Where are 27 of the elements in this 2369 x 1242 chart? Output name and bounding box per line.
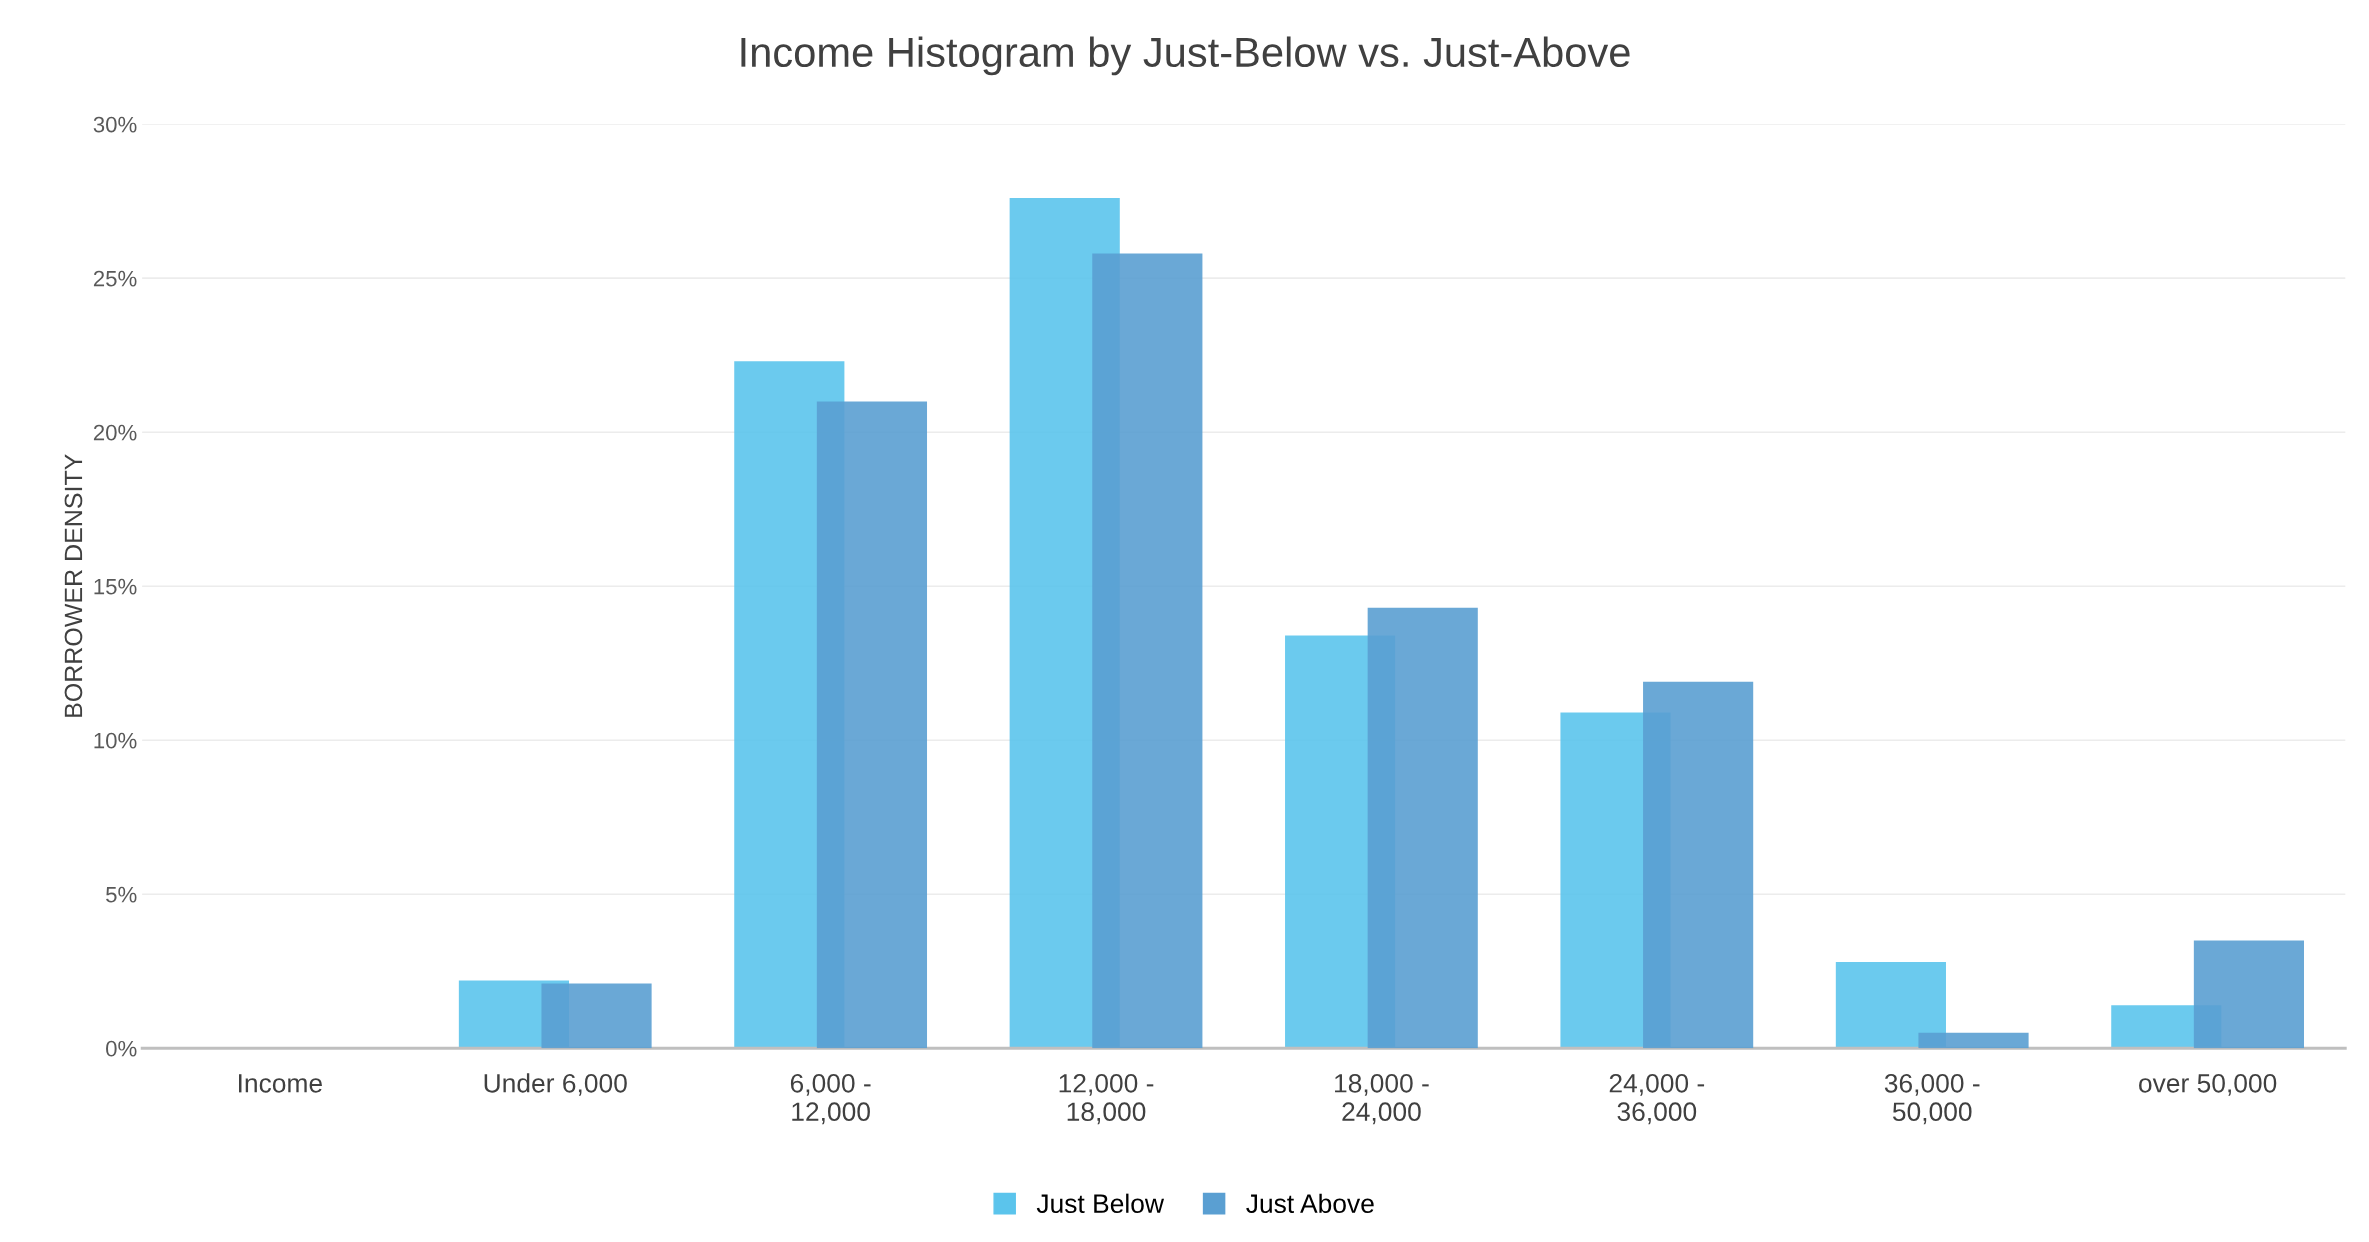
y-tick-label: 15% [94, 578, 137, 595]
bar [541, 983, 652, 1049]
bar [1918, 1032, 2029, 1049]
bar [1367, 607, 1478, 1049]
chart-title: Income Histogram by Just-Below vs. Just-Above [741, 36, 1630, 76]
y-tick-label: 0% [106, 1040, 137, 1057]
y-axis-title: BORROWER DENSITY [64, 454, 83, 717]
bar [1092, 253, 1203, 1049]
x-tick-label: Under 6,000 [484, 1073, 627, 1096]
bar [1643, 681, 1754, 1049]
bar [816, 401, 928, 1049]
bar [1835, 962, 1946, 1049]
x-tick-label: 36,000 - 50,000 [1884, 1073, 1980, 1125]
x-tick-label: over 50,000 [2139, 1073, 2277, 1096]
y-tick-label: 20% [93, 424, 137, 441]
x-tick-label: 18,000 - 24,000 [1335, 1073, 1429, 1125]
x-tick-label: Income [239, 1074, 322, 1093]
x-tick-label: 12,000 - 18,000 [1059, 1073, 1154, 1125]
bar [2193, 940, 2304, 1049]
legend-label: Just Above [1246, 1193, 1374, 1214]
y-tick-label: 30% [93, 116, 137, 133]
y-tick-label: 10% [94, 732, 137, 749]
y-tick-label: 5% [106, 886, 137, 903]
y-tick-label: 25% [93, 270, 137, 287]
x-tick-label: 24,000 - 36,000 [1609, 1073, 1705, 1125]
legend-label: Just Below [1036, 1193, 1165, 1214]
x-tick-label: 6,000 - 12,000 [790, 1073, 871, 1125]
